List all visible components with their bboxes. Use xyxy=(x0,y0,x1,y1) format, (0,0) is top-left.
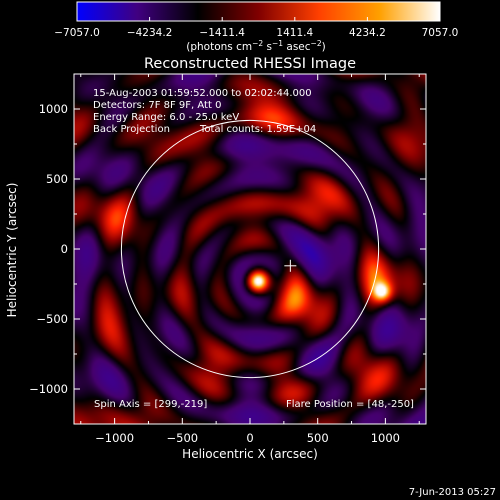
y-tick-label: −1000 xyxy=(29,382,68,396)
header-annotations: 15-Aug-2003 01:59:52.000 to 02:02:44.000… xyxy=(93,88,316,135)
total-counts-text: Total counts: 1.59E+04 xyxy=(199,124,316,135)
method-text: Back Projection xyxy=(93,124,170,135)
energy-range-text: Energy Range: 6.0 - 25.0 keV xyxy=(93,112,239,123)
y-axis-label: Heliocentric Y (arcsec) xyxy=(5,183,19,318)
colorbar-ticks: −7057.0 −4234.2 −1411.4 1411.4 4234.2 7057.0 xyxy=(54,17,458,39)
time-range-text: 15-Aug-2003 01:59:52.000 to 02:02:44.000 xyxy=(93,88,312,99)
colorbar-frame xyxy=(76,1,441,22)
x-axis-ticks: −1000 −500 0 500 1000 xyxy=(80,74,420,445)
detectors-text: Detectors: 7F 8F 9F, Att 0 xyxy=(93,100,221,111)
flare-position-text: Flare Position = [48,-250] xyxy=(286,399,414,410)
colorbar-tick-label: −4234.2 xyxy=(127,27,173,39)
y-tick-label: 0 xyxy=(61,242,68,256)
x-tick-label: −500 xyxy=(167,431,199,445)
solar-limb-circle xyxy=(120,119,380,379)
colorbar-units: (photons cm−2 s−1 asec−2) xyxy=(186,39,325,53)
timestamp-text: 7-Jun-2013 05:27 xyxy=(409,487,496,498)
x-axis-label: Heliocentric X (arcsec) xyxy=(182,447,318,461)
x-tick-label: 0 xyxy=(246,431,253,445)
colorbar-tick-label: 4234.2 xyxy=(349,27,386,39)
rhessi-map-image xyxy=(74,74,426,424)
x-tick-label: 500 xyxy=(307,431,329,445)
chart-title: Reconstructed RHESSI Image xyxy=(144,56,356,72)
y-tick-label: −500 xyxy=(36,312,68,326)
flare-position-marker xyxy=(284,259,297,272)
colorbar xyxy=(77,2,440,21)
y-axis-ticks: −1000 −500 0 500 1000 xyxy=(29,102,426,396)
spin-axis-text: Spin Axis = [299,-219] xyxy=(94,399,207,410)
colorbar-tick-label: −7057.0 xyxy=(54,27,100,39)
y-tick-label: 1000 xyxy=(39,102,68,116)
x-tick-label: 1000 xyxy=(371,431,400,445)
y-tick-label: 500 xyxy=(46,172,68,186)
colorbar-tick-label: 7057.0 xyxy=(422,27,459,39)
x-tick-label: −1000 xyxy=(95,431,134,445)
colorbar-tick-label: 1411.4 xyxy=(276,27,313,39)
colorbar-tick-label: −1411.4 xyxy=(199,27,245,39)
